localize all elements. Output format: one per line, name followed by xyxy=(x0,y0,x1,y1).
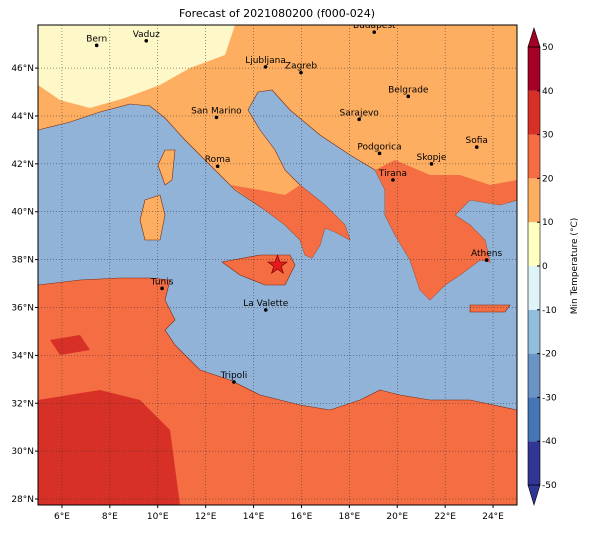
city-label: La Valette xyxy=(243,299,288,309)
city-dot xyxy=(160,286,164,291)
crete xyxy=(469,304,511,313)
x-tick-label: 8°E xyxy=(102,512,118,522)
colorbar-tick-label: -40 xyxy=(542,437,557,447)
city-label: Podgorica xyxy=(357,142,401,152)
map-frame xyxy=(37,24,518,506)
location-marker xyxy=(267,254,288,274)
city-dot xyxy=(357,117,361,122)
sardinia xyxy=(139,194,166,241)
colorbar-label: Min Temperature (°C) xyxy=(570,218,580,315)
city-dot xyxy=(299,70,303,75)
colorbar-tick-label: -10 xyxy=(542,306,557,316)
city-label: Roma xyxy=(205,155,231,165)
city-dot xyxy=(94,43,99,48)
city-label: Belgrade xyxy=(388,85,429,95)
grid xyxy=(38,25,517,505)
city-label: Tirana xyxy=(378,169,407,179)
city-label: Vaduz xyxy=(133,30,160,40)
city-dot xyxy=(214,115,219,120)
colorbar-tick-label: 0 xyxy=(542,262,548,272)
hot-zone xyxy=(38,390,180,505)
y-tick-label: 30°N xyxy=(11,447,34,457)
y-tick-label: 40°N xyxy=(11,208,34,218)
x-tick-label: 6°E xyxy=(54,512,70,522)
colorbar-segment xyxy=(528,222,540,266)
colorbar-tick-label: -50 xyxy=(542,481,557,491)
city-label: Zagreb xyxy=(285,62,317,72)
x-tick-label: 12°E xyxy=(195,512,217,522)
y-tick-label: 42°N xyxy=(11,160,34,170)
x-tick-label: 18°E xyxy=(339,512,361,522)
y-tick-label: 28°N xyxy=(11,495,34,505)
colorbar-tick-label: 50 xyxy=(542,43,554,53)
city-label: Tripoli xyxy=(220,371,248,381)
city-dot xyxy=(406,94,411,99)
x-tick-label: 14°E xyxy=(243,512,265,522)
city-label: Sarajevo xyxy=(340,108,380,118)
x-tick-label: 20°E xyxy=(386,512,408,522)
city-label: Tunis xyxy=(150,277,174,287)
x-tick-label: 22°E xyxy=(434,512,456,522)
x-tick-label: 16°E xyxy=(291,512,313,522)
city-dot xyxy=(391,178,395,182)
colorbar: -50 -40 -30 -20 -10 0 10 20 30 40 50 xyxy=(527,27,557,507)
colorbar-segment xyxy=(528,353,540,398)
city-dot xyxy=(215,164,220,169)
city-dot xyxy=(232,380,236,384)
map-title: Forecast of 2021080200 (f000-024) xyxy=(179,7,375,20)
corsica xyxy=(157,149,176,186)
y-tick-label: 44°N xyxy=(11,112,34,122)
colorbar-segment xyxy=(528,134,540,179)
city-label: Bern xyxy=(86,34,107,44)
x-tick-label: 10°E xyxy=(147,512,169,522)
colorbar-segment xyxy=(528,441,540,485)
colorbar-segment xyxy=(528,90,540,135)
city-label: Athens xyxy=(471,249,502,259)
city-dot xyxy=(377,151,382,156)
city-label: Skopje xyxy=(417,153,447,163)
colorbar-segment xyxy=(528,309,540,354)
colorbar-extend-bottom xyxy=(527,484,541,507)
city-label: San Marino xyxy=(191,106,242,116)
colorbar-tick-label: -30 xyxy=(542,393,557,403)
warm-zone xyxy=(230,185,350,258)
city-dot xyxy=(263,65,268,69)
y-tick-label: 32°N xyxy=(11,399,34,409)
city-dot xyxy=(144,39,149,43)
colorbar-tick-label: 10 xyxy=(542,218,554,228)
colorbar-tick-label: 20 xyxy=(542,174,554,184)
alpine-zone xyxy=(38,25,235,108)
city-dot xyxy=(372,30,377,34)
colorbar-segment xyxy=(528,47,540,91)
x-tick-label: 24°E xyxy=(482,512,504,522)
colorbar-segment xyxy=(528,397,540,442)
city-dot xyxy=(429,162,434,166)
colorbar-tick-label: 40 xyxy=(542,87,554,97)
warm-zone xyxy=(375,160,517,300)
axes: 6°E 8°E 10°E 12°E 14°E 16°E 18°E 20°E 22°E 24°E 28… xyxy=(11,64,504,522)
y-tick-label: 34°N xyxy=(11,351,34,361)
city-dot xyxy=(474,145,479,149)
y-tick-label: 46°N xyxy=(11,64,34,74)
city-dot xyxy=(263,308,268,312)
y-tick-label: 36°N xyxy=(11,303,34,313)
y-tick-label: 38°N xyxy=(11,256,34,266)
city-label: Sofia xyxy=(466,136,488,146)
colorbar-tick-label: -20 xyxy=(542,350,557,360)
city-label: Budapest xyxy=(353,21,396,31)
hot-zone xyxy=(50,335,90,355)
colorbar-extend-top xyxy=(527,27,541,48)
colorbar-segment xyxy=(528,178,540,223)
city-label: Ljubljana xyxy=(245,56,286,66)
colorbar-segment xyxy=(528,266,540,310)
colorbar-tick-label: 30 xyxy=(542,131,554,141)
city-dot xyxy=(484,258,489,262)
